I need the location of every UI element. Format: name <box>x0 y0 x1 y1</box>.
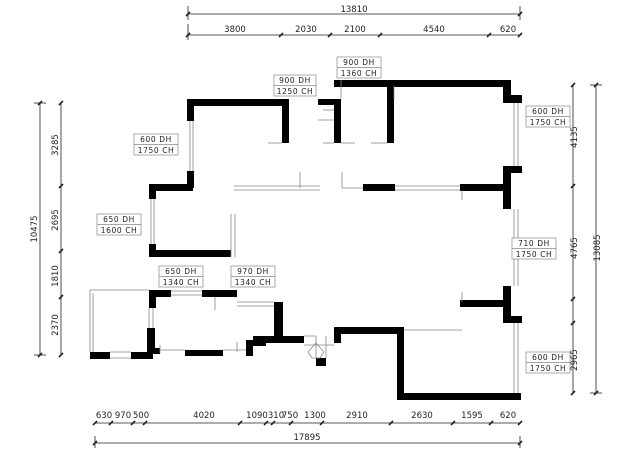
window-tag-dh: 600 DH <box>532 353 564 362</box>
bottom-dimension-segment: 310 <box>268 411 284 421</box>
right-dimension-segment: 4135 <box>570 126 580 148</box>
bottom-dimension-segment: 750 <box>282 411 298 421</box>
wall <box>363 184 395 191</box>
wall <box>334 80 511 87</box>
wall <box>187 99 194 121</box>
wall <box>282 99 289 143</box>
wall <box>149 290 171 297</box>
wall <box>149 250 231 257</box>
window-tag-ch: 1750 CH <box>138 146 175 155</box>
wall <box>460 300 510 307</box>
wall <box>185 350 223 356</box>
bottom-dimension-segment: 1595 <box>461 411 483 421</box>
left-dimension-segment: 1810 <box>51 265 61 287</box>
window-tag-dh: 710 DH <box>518 239 550 248</box>
window-tag-ch: 1600 CH <box>101 226 138 235</box>
wall <box>246 340 253 356</box>
right-overall-dimension: 13085 <box>593 234 603 261</box>
top-dimension-segment: 620 <box>500 25 516 35</box>
window-tag-dh: 900 DH <box>279 76 311 85</box>
bottom-dimension-segment: 500 <box>133 411 149 421</box>
window-tag-dh: 650 DH <box>103 215 135 224</box>
window-tag-dh: 900 DH <box>343 58 375 67</box>
top-dimension-chain: 13810 3800 2030 2100 4540 620 <box>185 5 523 40</box>
top-dimension-segment: 3800 <box>224 25 246 35</box>
wall <box>503 316 522 323</box>
wall <box>503 166 522 173</box>
window-tag: 650 DH 1340 CH <box>158 265 204 288</box>
left-overall-dimension: 10475 <box>30 215 40 242</box>
wall <box>503 166 511 209</box>
wall <box>253 336 304 343</box>
window-tag-dh: 600 DH <box>140 135 172 144</box>
top-dimension-segment: 2030 <box>295 25 317 35</box>
wall <box>187 171 194 188</box>
wall <box>147 348 160 354</box>
wall <box>503 95 522 103</box>
window-tag: 600 DH 1750 CH <box>525 351 571 374</box>
top-overall-dimension: 13810 <box>340 5 367 15</box>
wall <box>147 328 155 354</box>
window-tag-ch: 1360 CH <box>341 69 378 78</box>
wall <box>334 99 341 143</box>
window-tag: 900 DH 1250 CH <box>273 74 317 97</box>
window-tag-ch: 1750 CH <box>530 364 567 373</box>
wall <box>334 327 341 343</box>
right-dimension-segment: 4765 <box>570 237 580 259</box>
wall <box>318 99 340 105</box>
bottom-dimension-segment: 620 <box>500 411 516 421</box>
right-dimension-chain: 4135 4765 2965 13085 <box>570 82 603 396</box>
window-tag: 970 DH 1340 CH <box>230 265 276 288</box>
top-dimension-segment: 4540 <box>423 25 445 35</box>
wall <box>149 184 156 199</box>
wall <box>387 80 394 143</box>
wall <box>397 393 521 400</box>
bottom-dimension-segment: 1300 <box>304 411 326 421</box>
wall <box>149 290 156 308</box>
window-tag: 600 DH 1750 CH <box>525 105 571 128</box>
bottom-overall-dimension: 17895 <box>293 433 320 443</box>
bottom-dimension-segment: 2630 <box>411 411 433 421</box>
window-tag: 710 DH 1750 CH <box>511 237 557 260</box>
window-tag: 650 DH 1600 CH <box>96 213 142 236</box>
wall <box>397 327 404 399</box>
wall <box>187 99 289 106</box>
window-tag: 600 DH 1750 CH <box>133 133 179 156</box>
bottom-dimension-segment: 1090 <box>246 411 268 421</box>
window-tag-ch: 1340 CH <box>235 278 272 287</box>
wall <box>503 286 511 323</box>
window-tag-ch: 1250 CH <box>277 87 314 96</box>
left-dimension-segment: 2695 <box>51 209 61 231</box>
wall <box>460 184 510 191</box>
wall <box>202 290 237 297</box>
wall <box>316 358 326 366</box>
window-tag-ch: 1340 CH <box>163 278 200 287</box>
window-tag-ch: 1750 CH <box>530 118 567 127</box>
top-dimension-segment: 2100 <box>344 25 366 35</box>
bottom-dimension-segment: 2910 <box>346 411 368 421</box>
window-tag-dh: 600 DH <box>532 107 564 116</box>
window-tag-dh: 650 DH <box>165 267 197 276</box>
wall <box>334 327 404 334</box>
bottom-dimension-segment: 4020 <box>193 411 215 421</box>
wall <box>149 184 193 191</box>
window-tag: 900 DH 1360 CH <box>336 56 382 79</box>
bottom-dimension-segment: 970 <box>115 411 131 421</box>
window-tag-dh: 970 DH <box>237 267 269 276</box>
wall <box>503 80 511 102</box>
left-dimension-chain: 10475 3285 2695 1810 2370 <box>30 100 64 358</box>
left-dimension-segment: 3285 <box>51 134 61 156</box>
walls <box>90 80 522 400</box>
right-dimension-segment: 2965 <box>570 349 580 371</box>
bottom-dimension-segment: 630 <box>96 411 112 421</box>
openings <box>89 80 519 393</box>
wall <box>131 352 153 359</box>
left-dimension-segment: 2370 <box>51 314 61 336</box>
window-tag-ch: 1750 CH <box>516 250 553 259</box>
bottom-dimension-chain: 630 970 500 4020 1090 310 750 1300 2910 … <box>92 411 523 448</box>
wall <box>90 352 110 359</box>
wall <box>274 302 283 342</box>
